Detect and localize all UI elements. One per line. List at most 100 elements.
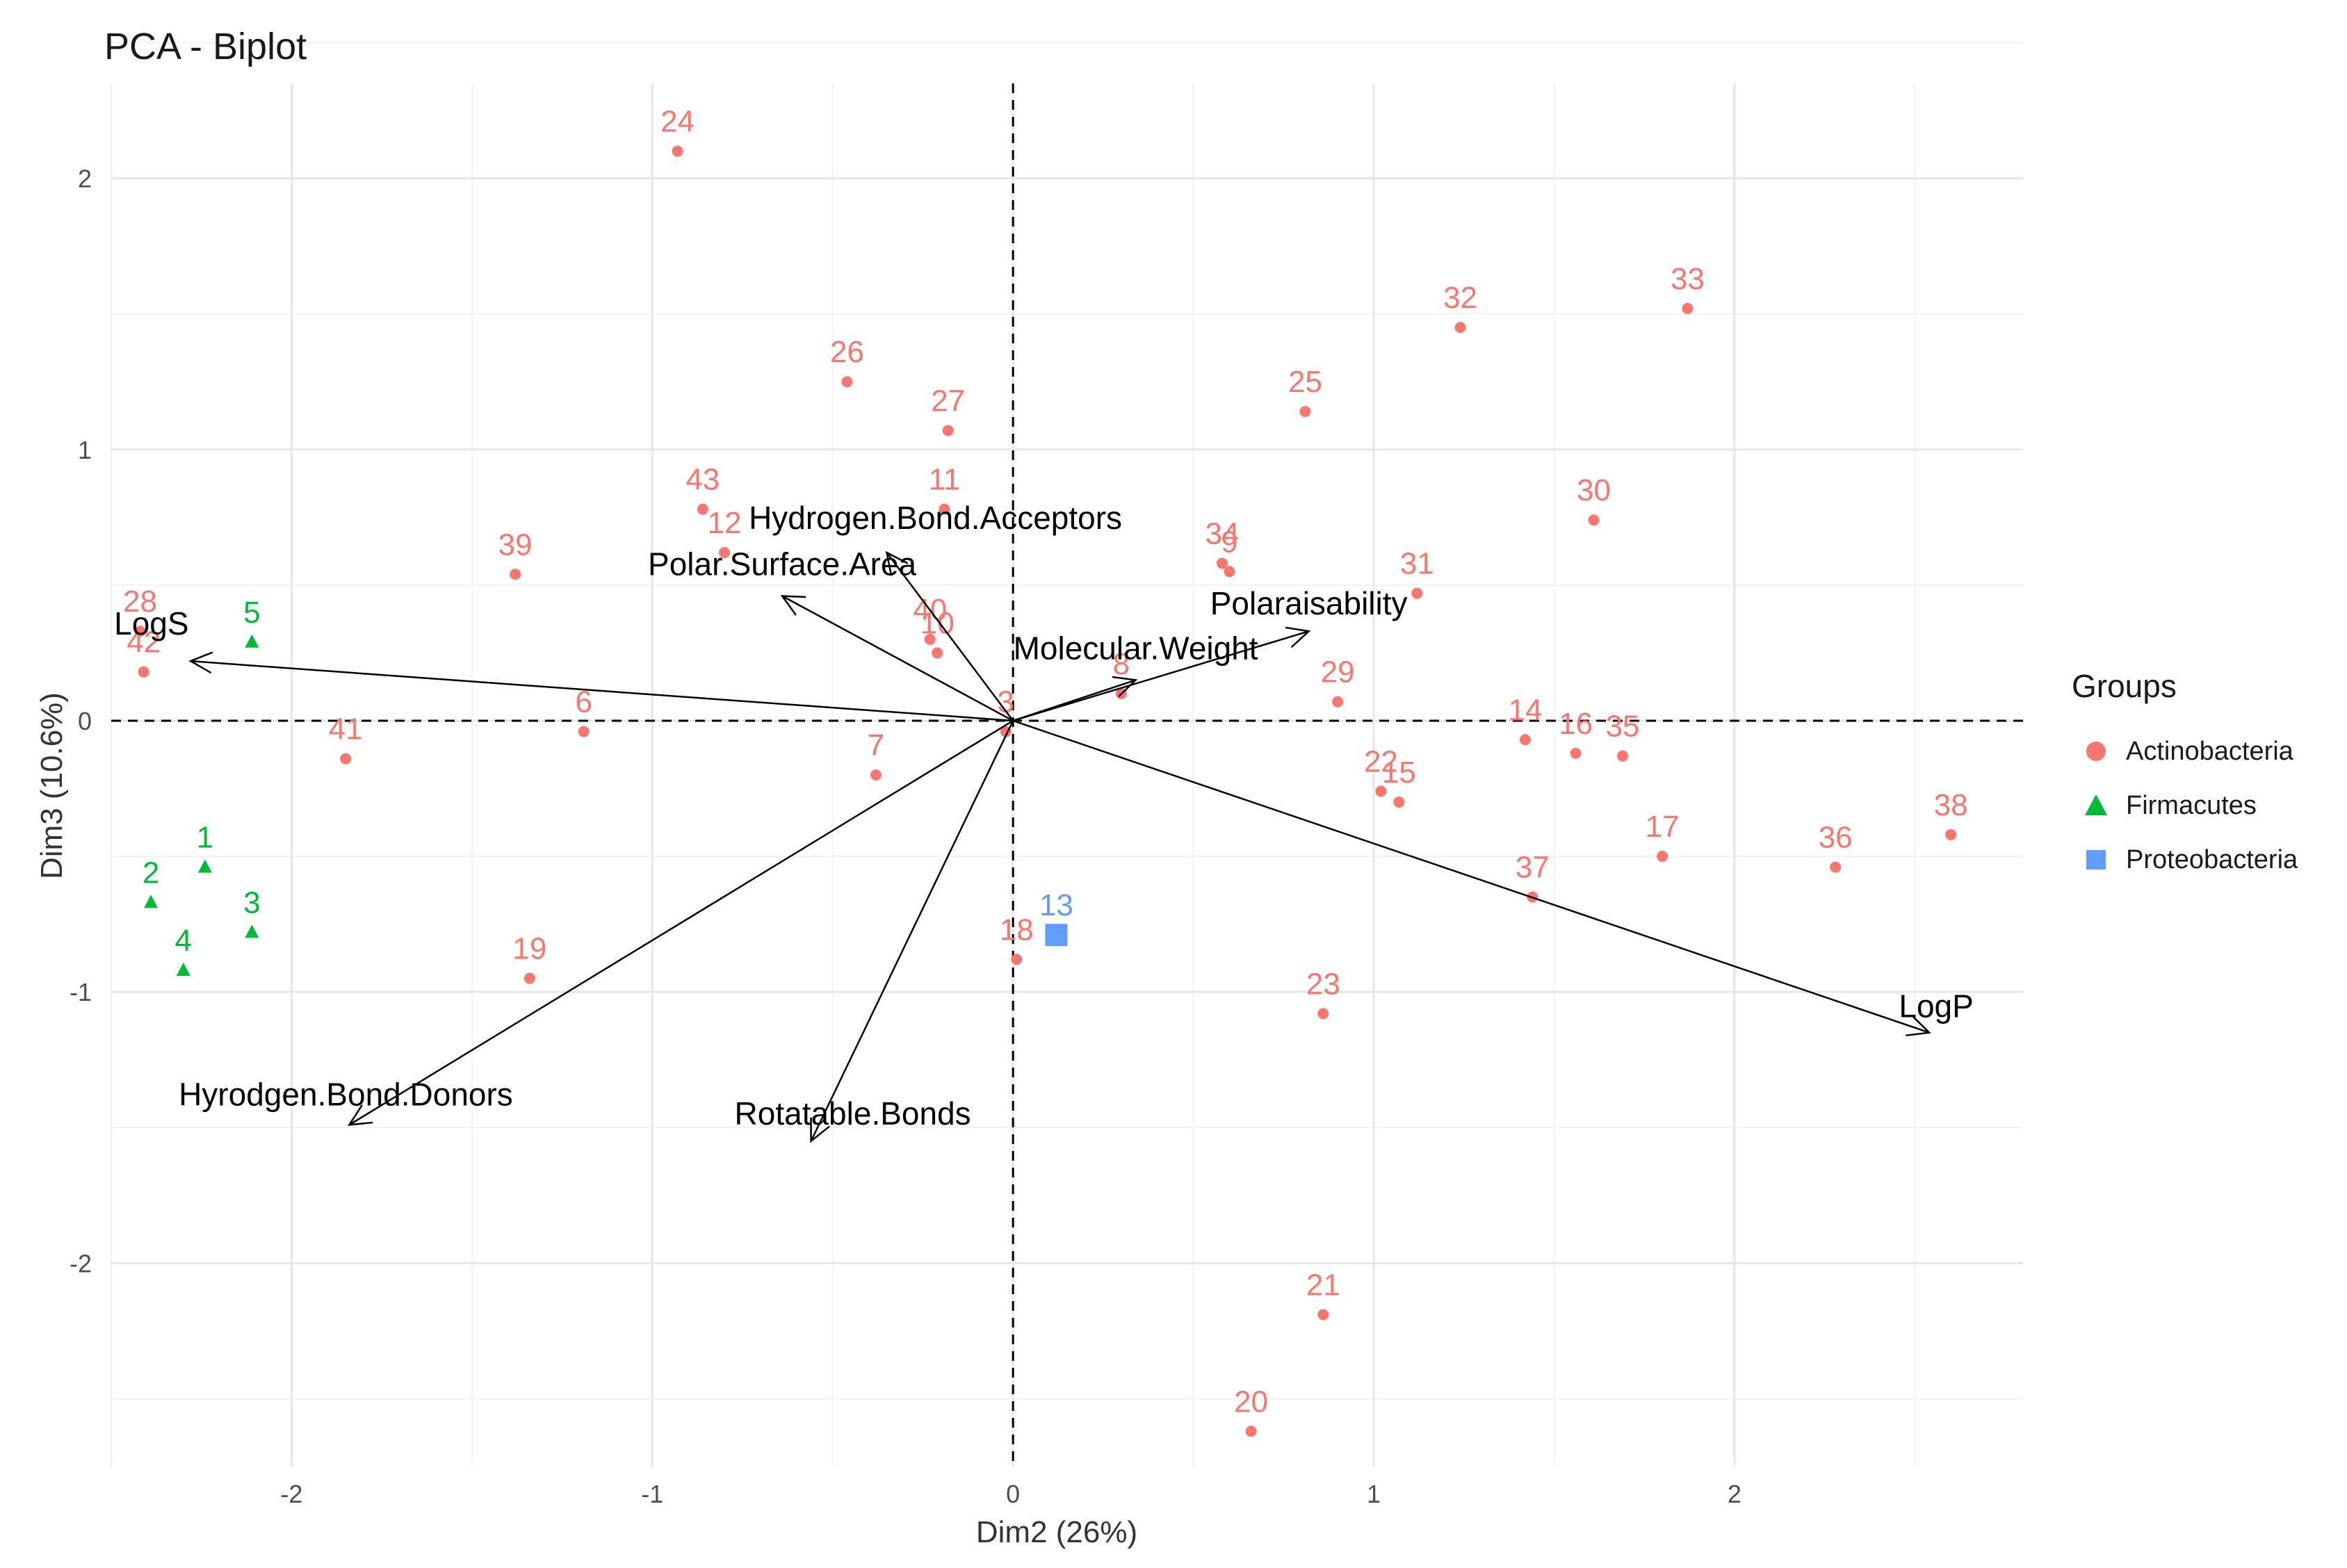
circle-marker-icon bbox=[2072, 727, 2120, 776]
y-axis-label: Dim3 (10.6%) bbox=[35, 692, 69, 879]
variable-label: Molecular.Weight bbox=[1014, 630, 1258, 666]
legend-title: Groups bbox=[2072, 668, 2177, 704]
point-label: 39 bbox=[498, 528, 533, 562]
point-label: 9 bbox=[1221, 525, 1237, 559]
point-label: 41 bbox=[329, 712, 363, 746]
legend-item-actinobacteria: Actinobacteria bbox=[2072, 724, 2298, 778]
data-point-actinobacteria bbox=[510, 569, 521, 580]
data-point-actinobacteria bbox=[1657, 851, 1668, 863]
point-label: 37 bbox=[1516, 851, 1550, 885]
variable-label: Polar.Surface.Area bbox=[648, 546, 917, 582]
arrow-head bbox=[780, 595, 806, 616]
point-label: 19 bbox=[512, 932, 546, 966]
point-label: 14 bbox=[1508, 693, 1542, 727]
point-label: 29 bbox=[1321, 655, 1355, 689]
x-tick-label: 0 bbox=[1006, 1480, 1020, 1508]
variable-arrow bbox=[886, 552, 1014, 721]
point-label: 24 bbox=[660, 105, 695, 139]
arrow-head bbox=[885, 550, 909, 576]
data-point-firmacutes bbox=[144, 895, 159, 908]
square-marker-icon bbox=[2072, 835, 2120, 884]
data-point-actinobacteria bbox=[1588, 514, 1600, 526]
x-axis-label: Dim2 (26%) bbox=[975, 1515, 1138, 1549]
point-label: 1 bbox=[197, 821, 213, 855]
point-label: 2 bbox=[143, 856, 159, 890]
variable-arrow bbox=[190, 660, 1014, 722]
data-point-actinobacteria bbox=[523, 972, 535, 984]
point-label: 28 bbox=[123, 585, 157, 619]
point-label: 30 bbox=[1577, 473, 1611, 507]
data-point-actinobacteria bbox=[924, 633, 936, 645]
arrow-head bbox=[1112, 676, 1138, 698]
x-tick-label: -1 bbox=[641, 1480, 663, 1508]
point-label: 38 bbox=[1934, 788, 1968, 822]
legend-label: Firmacutes bbox=[2126, 790, 2257, 820]
data-point-actinobacteria bbox=[1317, 1008, 1329, 1020]
data-point-actinobacteria bbox=[1519, 734, 1531, 746]
variable-label: Hyrodgen.Bond.Donors bbox=[179, 1076, 513, 1112]
x-tick-label: 2 bbox=[1728, 1480, 1741, 1508]
data-point-actinobacteria bbox=[1317, 1309, 1329, 1321]
point-label: 8 bbox=[1113, 647, 1130, 681]
data-point-firmacutes bbox=[245, 634, 259, 648]
arrow-head bbox=[810, 1117, 830, 1143]
point-label: 43 bbox=[685, 463, 720, 497]
variable-arrow bbox=[348, 719, 1014, 1126]
data-point-actinobacteria bbox=[1945, 828, 1957, 840]
y-tick-label: 2 bbox=[78, 165, 92, 193]
variable-arrow bbox=[1012, 630, 1310, 722]
variable-arrow bbox=[781, 595, 1014, 722]
point-label: 25 bbox=[1288, 365, 1322, 399]
x-tick-label: 1 bbox=[1367, 1480, 1381, 1508]
variable-label: Hydrogen.Bond.Acceptors bbox=[749, 500, 1122, 536]
arrow-head bbox=[188, 651, 213, 674]
data-point-actinobacteria bbox=[340, 753, 352, 765]
data-point-actinobacteria bbox=[841, 376, 853, 388]
data-point-actinobacteria bbox=[1332, 696, 1344, 708]
point-label: 42 bbox=[127, 626, 161, 660]
data-point-actinobacteria bbox=[672, 145, 683, 157]
data-point-actinobacteria bbox=[1393, 797, 1405, 808]
point-label: 15 bbox=[1382, 756, 1416, 790]
data-point-firmacutes bbox=[176, 962, 190, 976]
legend-item-proteobacteria: Proteobacteria bbox=[2072, 833, 2298, 887]
data-point-actinobacteria bbox=[1454, 322, 1466, 334]
point-label: 4 bbox=[175, 924, 192, 958]
variable-label: LogS bbox=[114, 605, 188, 642]
legend-item-firmacutes: Firmacutes bbox=[2072, 778, 2298, 833]
point-label: 20 bbox=[1234, 1385, 1268, 1419]
data-point-actinobacteria bbox=[1682, 302, 1694, 314]
data-point-actinobacteria bbox=[1570, 747, 1582, 759]
data-point-actinobacteria bbox=[942, 425, 954, 436]
point-label: 13 bbox=[1039, 888, 1073, 922]
y-tick-label: -2 bbox=[70, 1249, 92, 1277]
data-point-actinobacteria bbox=[1011, 954, 1023, 965]
point-label: 21 bbox=[1306, 1268, 1340, 1302]
variable-arrow bbox=[1012, 719, 1930, 1034]
arrow-head bbox=[1906, 1015, 1931, 1037]
legend-label: Actinobacteria bbox=[2126, 736, 2293, 766]
point-label: 23 bbox=[1306, 967, 1340, 1001]
point-label: 36 bbox=[1819, 821, 1853, 855]
data-point-actinobacteria bbox=[870, 769, 882, 781]
data-point-actinobacteria bbox=[138, 666, 149, 678]
y-tick-label: 1 bbox=[78, 436, 92, 464]
data-point-actinobacteria bbox=[1375, 785, 1387, 797]
point-label: 31 bbox=[1400, 547, 1434, 581]
data-point-actinobacteria bbox=[719, 547, 731, 559]
variable-label: Polaraisability bbox=[1210, 585, 1408, 621]
point-label: 33 bbox=[1671, 262, 1705, 296]
data-point-actinobacteria bbox=[578, 726, 590, 737]
legend: Groups Actinobacteria Firmacutes Proteob… bbox=[2072, 667, 2298, 887]
point-label: 26 bbox=[830, 335, 864, 369]
data-point-firmacutes bbox=[197, 859, 212, 873]
point-label: 35 bbox=[1606, 710, 1640, 744]
y-tick-label: 0 bbox=[78, 707, 92, 735]
point-label: 18 bbox=[1000, 913, 1034, 947]
data-point-actinobacteria bbox=[1617, 750, 1629, 762]
chart-title: PCA - Biplot bbox=[104, 26, 307, 67]
data-point-actinobacteria bbox=[1299, 406, 1311, 418]
data-point-actinobacteria bbox=[1830, 861, 1842, 873]
point-label: 34 bbox=[1205, 517, 1240, 551]
